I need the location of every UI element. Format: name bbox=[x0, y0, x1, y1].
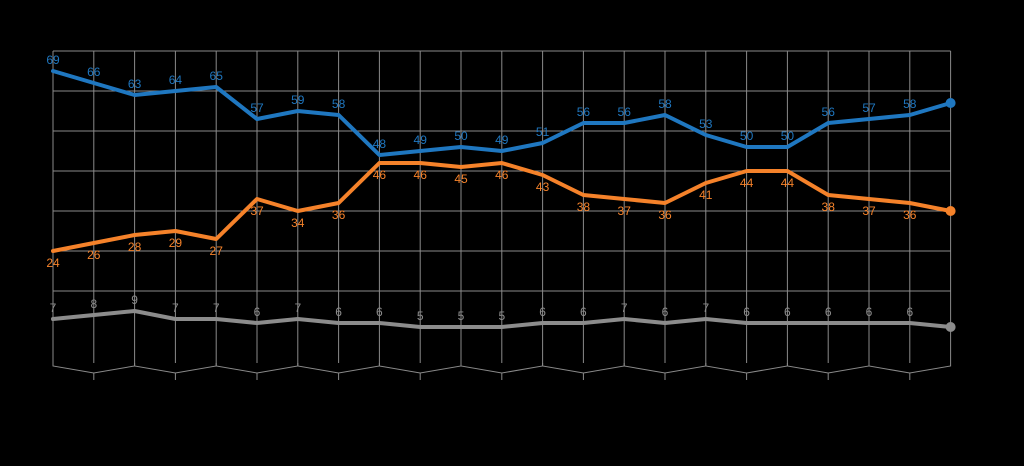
x-axis-bracket-7 bbox=[623, 363, 707, 374]
data-label-orange-20: 37 bbox=[862, 204, 876, 218]
data-label-orange-8: 46 bbox=[373, 168, 387, 182]
data-label-gray-12: 6 bbox=[539, 305, 546, 319]
data-label-blue-14: 56 bbox=[618, 105, 632, 119]
x-axis-bracket-5 bbox=[460, 363, 544, 374]
data-label-blue-9: 49 bbox=[414, 133, 428, 147]
x-axis-bracket-4 bbox=[378, 363, 462, 374]
data-label-gray-21: 6 bbox=[906, 305, 913, 319]
data-label-orange-6: 34 bbox=[291, 216, 305, 230]
data-label-orange-14: 37 bbox=[618, 204, 632, 218]
data-label-blue-18: 50 bbox=[781, 129, 795, 143]
data-label-blue-21: 58 bbox=[903, 97, 917, 111]
data-label-blue-1: 66 bbox=[87, 65, 101, 79]
data-label-gray-17: 6 bbox=[743, 305, 750, 319]
data-label-orange-21: 36 bbox=[903, 208, 917, 222]
data-label-gray-15: 6 bbox=[662, 305, 669, 319]
data-label-blue-5: 57 bbox=[250, 101, 264, 115]
x-axis-bracket-9 bbox=[786, 363, 870, 374]
x-axis-bracket-3 bbox=[297, 363, 380, 374]
data-label-blue-12: 51 bbox=[536, 125, 550, 139]
x-axis-bracket-8 bbox=[705, 363, 788, 374]
x-axis-bracket-1 bbox=[134, 363, 217, 374]
data-label-orange-18: 44 bbox=[781, 176, 795, 190]
x-axis-bracket-6 bbox=[542, 363, 625, 374]
data-label-blue-6: 59 bbox=[291, 93, 305, 107]
data-label-blue-4: 65 bbox=[210, 69, 224, 83]
data-label-gray-7: 6 bbox=[335, 305, 342, 319]
data-label-orange-15: 36 bbox=[658, 208, 672, 222]
data-label-orange-11: 46 bbox=[495, 168, 509, 182]
data-label-orange-19: 38 bbox=[822, 200, 836, 214]
data-label-gray-1: 8 bbox=[90, 297, 97, 311]
data-label-orange-5: 37 bbox=[250, 204, 264, 218]
series-end-marker-blue bbox=[945, 98, 956, 108]
data-label-gray-18: 6 bbox=[784, 305, 791, 319]
data-label-blue-20: 57 bbox=[862, 101, 876, 115]
series-line-gray bbox=[51, 309, 953, 329]
data-label-orange-9: 46 bbox=[414, 168, 428, 182]
data-label-blue-7: 58 bbox=[332, 97, 346, 111]
data-label-blue-19: 56 bbox=[822, 105, 836, 119]
x-axis-bracket-10 bbox=[868, 363, 952, 374]
data-label-gray-9: 5 bbox=[417, 309, 424, 323]
x-axis-bracket-2 bbox=[215, 363, 299, 374]
data-label-orange-2: 28 bbox=[128, 240, 142, 254]
data-label-gray-4: 7 bbox=[213, 301, 220, 315]
data-label-gray-14: 7 bbox=[621, 301, 628, 315]
data-label-orange-16: 41 bbox=[699, 188, 713, 202]
data-label-orange-10: 45 bbox=[454, 172, 468, 186]
data-label-gray-13: 6 bbox=[580, 305, 587, 319]
data-label-orange-13: 38 bbox=[577, 200, 591, 214]
data-label-orange-3: 29 bbox=[169, 236, 183, 250]
series-end-marker-orange bbox=[945, 206, 956, 216]
series-end-marker-gray bbox=[945, 322, 956, 332]
data-label-orange-17: 44 bbox=[740, 176, 754, 190]
data-label-orange-1: 26 bbox=[87, 248, 101, 262]
data-label-blue-17: 50 bbox=[740, 129, 754, 143]
series-line-orange bbox=[51, 161, 953, 253]
data-label-gray-3: 7 bbox=[172, 301, 179, 315]
data-label-gray-2: 9 bbox=[131, 293, 138, 307]
data-label-blue-10: 50 bbox=[454, 129, 468, 143]
data-label-gray-10: 5 bbox=[458, 309, 465, 323]
data-label-blue-0: 69 bbox=[46, 53, 60, 67]
data-label-orange-0: 24 bbox=[46, 256, 60, 270]
data-label-blue-8: 48 bbox=[373, 137, 387, 151]
data-label-orange-7: 36 bbox=[332, 208, 346, 222]
data-label-gray-0: 7 bbox=[50, 301, 57, 315]
data-label-blue-15: 58 bbox=[658, 97, 672, 111]
data-label-blue-16: 53 bbox=[699, 117, 713, 131]
data-label-blue-2: 63 bbox=[128, 77, 142, 91]
x-axis-bracket-0 bbox=[52, 363, 136, 374]
data-label-gray-5: 6 bbox=[254, 305, 261, 319]
data-label-gray-6: 7 bbox=[294, 301, 301, 315]
data-label-gray-16: 7 bbox=[702, 301, 709, 315]
data-label-gray-11: 5 bbox=[498, 309, 505, 323]
data-label-orange-4: 27 bbox=[210, 244, 224, 258]
data-label-orange-12: 43 bbox=[536, 180, 550, 194]
series-line-blue bbox=[51, 69, 953, 157]
data-label-blue-11: 49 bbox=[495, 133, 509, 147]
data-label-blue-13: 56 bbox=[577, 105, 591, 119]
data-label-gray-8: 6 bbox=[376, 305, 383, 319]
data-label-gray-19: 6 bbox=[825, 305, 832, 319]
data-label-gray-20: 6 bbox=[866, 305, 873, 319]
data-label-blue-3: 64 bbox=[169, 73, 183, 87]
